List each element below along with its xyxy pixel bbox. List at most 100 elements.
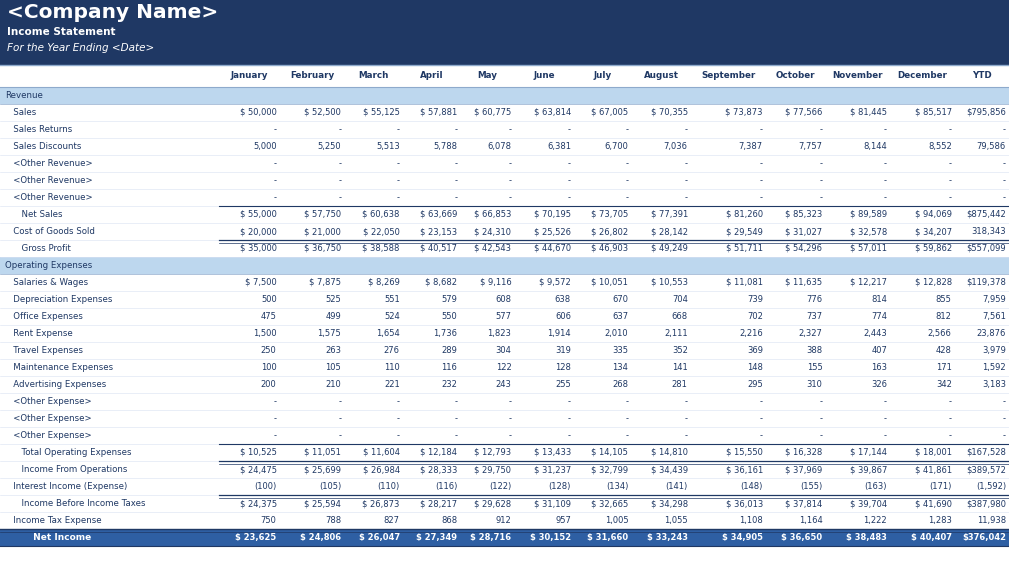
Text: Income From Operations: Income From Operations [5, 465, 127, 474]
Text: -: - [685, 193, 688, 202]
Text: Sales: Sales [5, 108, 36, 117]
Text: -: - [760, 125, 763, 134]
Text: $ 31,027: $ 31,027 [785, 227, 822, 236]
Text: $ 54,296: $ 54,296 [785, 244, 822, 253]
Text: $376,042: $376,042 [962, 533, 1006, 542]
Text: -: - [338, 125, 341, 134]
Text: -: - [884, 397, 887, 406]
Text: 250: 250 [261, 346, 276, 355]
Text: 295: 295 [747, 380, 763, 389]
Text: -: - [685, 431, 688, 440]
Text: 255: 255 [555, 380, 571, 389]
Text: $795,856: $795,856 [967, 108, 1006, 117]
Text: $ 26,802: $ 26,802 [591, 227, 629, 236]
Text: $ 60,638: $ 60,638 [362, 210, 400, 219]
Text: Maintenance Expenses: Maintenance Expenses [5, 363, 113, 372]
Text: -: - [568, 193, 571, 202]
Text: $ 7,500: $ 7,500 [245, 278, 276, 287]
Text: -: - [948, 414, 951, 423]
Text: 8,552: 8,552 [928, 142, 951, 151]
Text: $ 81,260: $ 81,260 [725, 210, 763, 219]
Text: Rent Expense: Rent Expense [5, 329, 73, 338]
Text: September: September [701, 71, 756, 81]
Text: October: October [776, 71, 815, 81]
Text: $ 34,905: $ 34,905 [721, 533, 763, 542]
Text: $ 46,903: $ 46,903 [591, 244, 629, 253]
Text: -: - [884, 159, 887, 168]
Text: -: - [685, 159, 688, 168]
Bar [0, 274, 1009, 291]
Text: February: February [290, 71, 334, 81]
Text: 1,222: 1,222 [864, 516, 887, 525]
Text: $ 41,861: $ 41,861 [914, 465, 951, 474]
Text: $ 8,682: $ 8,682 [425, 278, 457, 287]
Text: -: - [454, 397, 457, 406]
Text: <Other Expense>: <Other Expense> [5, 414, 92, 423]
Bar [0, 65, 1009, 87]
Text: -: - [568, 414, 571, 423]
Text: 200: 200 [261, 380, 276, 389]
Text: 1,055: 1,055 [664, 516, 688, 525]
Text: -: - [760, 414, 763, 423]
Text: -: - [397, 159, 400, 168]
Text: 1,283: 1,283 [928, 516, 951, 525]
Text: -: - [685, 176, 688, 185]
Text: -: - [626, 176, 629, 185]
Text: -: - [760, 193, 763, 202]
Text: -: - [685, 397, 688, 406]
Text: Travel Expenses: Travel Expenses [5, 346, 83, 355]
Text: $ 44,670: $ 44,670 [534, 244, 571, 253]
Text: $ 26,047: $ 26,047 [358, 533, 400, 542]
Text: Advertising Expenses: Advertising Expenses [5, 380, 106, 389]
Text: $ 26,873: $ 26,873 [362, 499, 400, 508]
Bar [0, 257, 1009, 274]
Text: 369: 369 [747, 346, 763, 355]
Text: $ 28,716: $ 28,716 [470, 533, 512, 542]
Text: $ 36,750: $ 36,750 [304, 244, 341, 253]
Text: $ 34,207: $ 34,207 [914, 227, 951, 236]
Text: $ 41,690: $ 41,690 [915, 499, 951, 508]
Text: 8,144: 8,144 [864, 142, 887, 151]
Text: June: June [534, 71, 555, 81]
Bar [0, 189, 1009, 206]
Text: 210: 210 [326, 380, 341, 389]
Text: Depreciation Expenses: Depreciation Expenses [5, 295, 112, 304]
Text: -: - [819, 159, 822, 168]
Bar [0, 87, 1009, 104]
Text: (141): (141) [666, 482, 688, 491]
Bar [0, 104, 1009, 121]
Text: 342: 342 [936, 380, 951, 389]
Text: -: - [626, 159, 629, 168]
Text: 2,327: 2,327 [798, 329, 822, 338]
Text: -: - [685, 414, 688, 423]
Text: <Other Expense>: <Other Expense> [5, 397, 92, 406]
Bar [0, 342, 1009, 359]
Text: -: - [509, 159, 512, 168]
Text: March: March [358, 71, 388, 81]
Text: -: - [760, 176, 763, 185]
Text: 276: 276 [383, 346, 400, 355]
Text: -: - [338, 431, 341, 440]
Text: (110): (110) [377, 482, 400, 491]
Text: 2,111: 2,111 [664, 329, 688, 338]
Text: -: - [948, 125, 951, 134]
Text: $ 57,011: $ 57,011 [850, 244, 887, 253]
Text: -: - [1003, 176, 1006, 185]
Text: $ 66,853: $ 66,853 [474, 210, 512, 219]
Bar [0, 376, 1009, 393]
Text: 670: 670 [612, 295, 629, 304]
Text: $ 10,553: $ 10,553 [651, 278, 688, 287]
Text: -: - [509, 414, 512, 423]
Text: 814: 814 [871, 295, 887, 304]
Text: 289: 289 [441, 346, 457, 355]
Text: 2,216: 2,216 [740, 329, 763, 338]
Text: -: - [273, 397, 276, 406]
Text: $ 36,650: $ 36,650 [781, 533, 822, 542]
Text: $ 31,109: $ 31,109 [534, 499, 571, 508]
Text: 148: 148 [747, 363, 763, 372]
Text: 23,876: 23,876 [977, 329, 1006, 338]
Text: $ 18,001: $ 18,001 [915, 448, 951, 457]
Text: 155: 155 [806, 363, 822, 372]
Text: $ 28,142: $ 28,142 [651, 227, 688, 236]
Text: 2,566: 2,566 [928, 329, 951, 338]
